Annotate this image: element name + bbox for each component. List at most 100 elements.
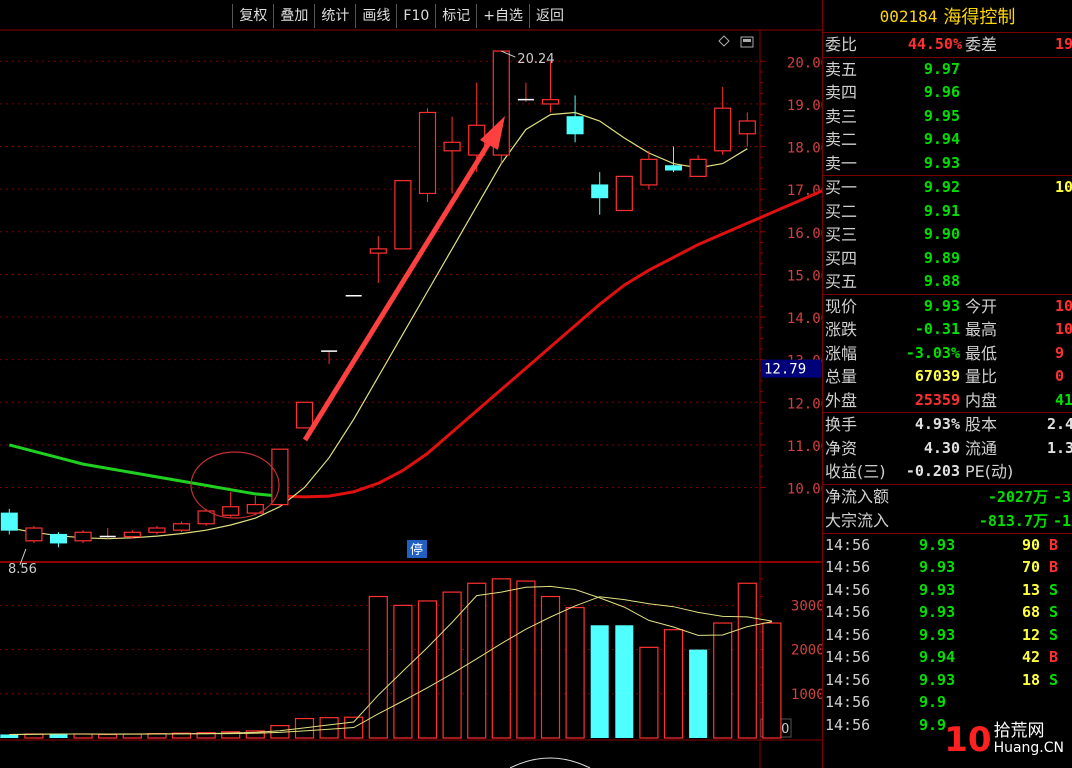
window-icon-bar xyxy=(743,39,751,42)
price-tick-label: 12.00 xyxy=(787,396,822,412)
ask-label: 卖三 xyxy=(825,106,858,126)
tick-row: 14:56 9.93 90 B xyxy=(823,534,1072,557)
tick-time: 14:56 xyxy=(825,715,871,734)
ask-price: 9.93 xyxy=(923,153,960,172)
candle-body xyxy=(443,141,461,152)
flow-value: -813.7万 xyxy=(978,511,1048,530)
toolbar-button-6[interactable]: +自选 xyxy=(476,4,529,28)
quote-panel: 002184 海得控制 委比 44.50% 委差 19 卖五 9.97 卖四 9.96… xyxy=(822,0,1072,768)
toolbar: 复权 叠加 统计 画线 F10 标记 +自选 返回 xyxy=(232,4,570,28)
limit-marker-label: 停 xyxy=(410,542,423,558)
volume-bar xyxy=(615,625,634,738)
ask-list: 卖五 9.97 卖四 9.96 卖三 9.95 卖二 9.94 卖一 9.93 xyxy=(823,58,1072,176)
tick-side: S xyxy=(1049,625,1059,644)
tick-price: 9.93 xyxy=(919,535,956,554)
flow-extra: -1 xyxy=(1053,511,1072,530)
chart-area[interactable]: 20.0019.0018.0017.0016.0015.0014.0013.00… xyxy=(0,0,822,768)
quote-value: -3.03% xyxy=(905,343,960,362)
tick-row: 14:56 9.93 68 S xyxy=(823,601,1072,624)
volume-ma10-line xyxy=(9,596,772,735)
quote-value: 25359 xyxy=(914,390,960,409)
high-label: 20.24 xyxy=(517,52,554,67)
tick-price: 9.94 xyxy=(919,648,956,666)
quote-label: 现价 xyxy=(825,296,858,316)
price-tick-label: 17.00 xyxy=(787,183,822,199)
tick-time: 14:56 xyxy=(825,603,871,621)
volume-bar xyxy=(221,731,241,739)
toolbar-button-5[interactable]: 标记 xyxy=(435,4,477,28)
stock-title: 002184 海得控制 xyxy=(823,0,1072,33)
volume-bar xyxy=(98,733,118,739)
quote-value-2: 10 xyxy=(1055,320,1072,338)
toolbar-button-0[interactable]: 复权 xyxy=(232,4,274,28)
tick-volume: 18 xyxy=(1021,670,1040,689)
price-tick-label: 10.00 xyxy=(787,482,822,498)
tick-side: B xyxy=(1049,535,1059,554)
tick-time: 14:56 xyxy=(825,580,871,599)
tick-time: 14:56 xyxy=(825,670,871,689)
volume-bar xyxy=(491,578,511,739)
tick-volume: 12 xyxy=(1021,625,1040,644)
toolbar-button-1[interactable]: 叠加 xyxy=(273,4,315,28)
order-ratio-row: 委比 44.50% 委差 19 xyxy=(823,33,1072,58)
quote-label-2: 最低 xyxy=(965,343,998,363)
tick-price: 9.9 xyxy=(919,693,947,711)
ask-row: 卖二 9.94 xyxy=(823,128,1072,152)
diamond-icon xyxy=(718,35,730,47)
trend-arrow-shaft xyxy=(302,136,495,442)
tick-time: 14:56 xyxy=(825,693,871,711)
volume-bar xyxy=(663,629,684,739)
toolbar-button-4[interactable]: F10 xyxy=(396,4,436,28)
candle-body xyxy=(197,510,215,525)
tick-row: 14:56 9.93 13 S xyxy=(823,579,1072,602)
quote-label: 总量 xyxy=(825,367,858,386)
fundamental-label: 换手 xyxy=(825,415,858,434)
quote-value-2: 10 xyxy=(1055,296,1072,315)
high-pointer xyxy=(501,50,516,58)
stock-name: 海得控制 xyxy=(943,7,1016,28)
tick-time: 14:56 xyxy=(825,625,871,644)
candle-body xyxy=(246,503,264,514)
price-tick-label: 16.00 xyxy=(787,226,822,242)
price-tick-label: 11.00 xyxy=(787,439,822,455)
ask-label: 卖二 xyxy=(825,130,858,149)
ratio-label: 委比 xyxy=(825,35,858,54)
flow-value: -2027万 xyxy=(987,487,1048,506)
candle-body xyxy=(222,506,240,516)
candle-body xyxy=(615,175,633,212)
volume-bar xyxy=(516,580,536,739)
tick-volume: 68 xyxy=(1021,603,1040,621)
bid-volume: 10 xyxy=(1055,178,1072,196)
candle-body xyxy=(369,248,387,254)
volume-bar xyxy=(122,733,142,739)
quote-label-2: 内盘 xyxy=(965,390,998,410)
toolbar-button-7[interactable]: 返回 xyxy=(529,4,570,28)
tick-price: 9.9 xyxy=(919,715,947,734)
quote-value: 9.93 xyxy=(923,296,960,315)
tick-row: 14:56 9.93 12 S xyxy=(823,624,1072,647)
quote-value-2: 9 xyxy=(1055,343,1065,362)
tick-price: 9.93 xyxy=(919,580,956,599)
trend-arrow-head xyxy=(480,116,505,150)
tick-row: 14:56 9.93 70 B xyxy=(823,556,1072,579)
volume-bar xyxy=(368,595,388,739)
bid-row: 买五 9.88 xyxy=(823,270,1072,294)
flow-label: 大宗流入 xyxy=(825,510,890,530)
highlight-ellipse xyxy=(190,451,280,519)
volume-bar xyxy=(762,622,782,739)
quote-label: 外盘 xyxy=(825,390,858,410)
flow-label: 净流入额 xyxy=(825,486,890,506)
volume-bar xyxy=(196,732,216,739)
toolbar-button-3[interactable]: 画线 xyxy=(355,4,397,28)
flow-row: 净流入额 -2027万 -3 xyxy=(823,485,1072,509)
toolbar-button-2[interactable]: 统计 xyxy=(314,4,356,28)
candle-body xyxy=(123,531,141,538)
diff-value: 19 xyxy=(1055,35,1072,53)
tick-list: 14:56 9.93 90 B 14:56 9.93 70 B 14:56 9.93 13 S 14:5… xyxy=(823,534,1072,737)
flow-row: 大宗流入 -813.7万 -1 xyxy=(823,509,1072,533)
kline-chart[interactable]: 20.0019.0018.0017.0016.0015.0014.0013.00… xyxy=(0,0,822,768)
quote-row: 总量 67039 量比 0 xyxy=(823,365,1072,389)
fundamental-value: 4.93% xyxy=(914,415,960,433)
ma-long-red-line xyxy=(279,189,822,499)
fund-flow-list: 净流入额 -2027万 -3 大宗流入 -813.7万 -1 xyxy=(823,485,1072,534)
